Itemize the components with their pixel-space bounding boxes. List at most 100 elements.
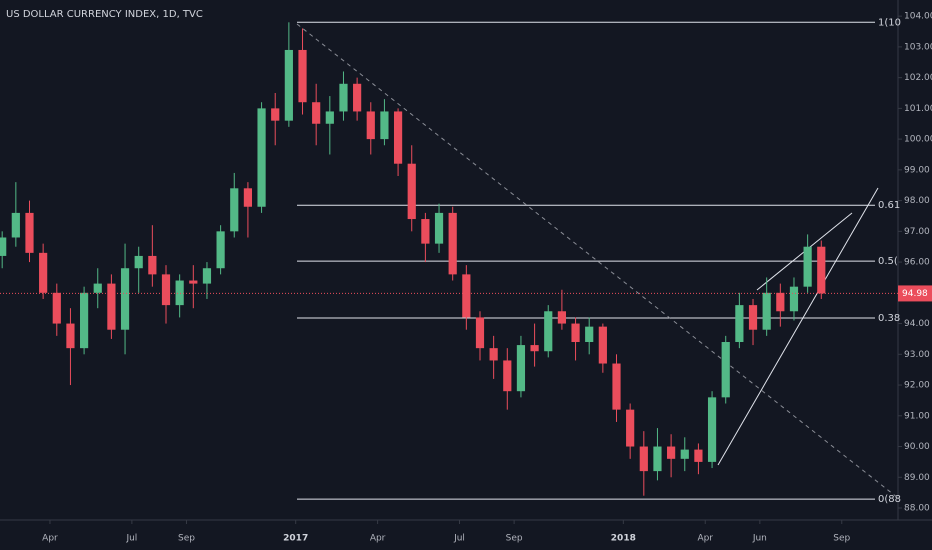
candle-body: [503, 360, 512, 392]
y-tick-label: 98.00: [904, 196, 930, 206]
candles: [0, 22, 826, 496]
candle-body: [366, 111, 375, 140]
y-tick-label: 101.00: [904, 104, 932, 114]
x-tick-label: Sep: [178, 534, 195, 544]
y-tick-label: 97.00: [904, 227, 930, 237]
fib-label: 1(10: [878, 17, 901, 28]
candle-body: [762, 292, 771, 330]
last-price-label: 94.98: [902, 289, 928, 299]
candle-body: [803, 246, 812, 287]
y-tick-label: 89.00: [904, 473, 930, 483]
candle-body: [557, 311, 566, 324]
candle-body: [380, 111, 389, 140]
candle-body: [175, 280, 184, 306]
x-tick-label: 2017: [283, 534, 308, 544]
candle-body: [52, 292, 61, 324]
y-tick-label: 96.00: [904, 258, 930, 268]
candle-body: [462, 274, 471, 318]
candle-body: [216, 231, 225, 269]
candle-body: [271, 108, 280, 121]
x-tick-label: Sep: [833, 534, 850, 544]
candle-body: [298, 49, 307, 103]
y-tick-label: 94.00: [904, 319, 930, 329]
fib-label: 0.38: [878, 313, 900, 324]
candle-body: [161, 274, 171, 306]
y-tick-label: 91.00: [904, 411, 930, 421]
x-tick-label: Jul: [125, 534, 137, 544]
candle-body: [93, 283, 102, 293]
y-tick-label: 102.00: [904, 73, 932, 83]
candle-body: [421, 219, 430, 244]
wedge-line: [717, 187, 879, 466]
candle-body: [448, 212, 457, 275]
candle-body: [707, 397, 717, 462]
y-tick-label: 99.00: [904, 165, 930, 175]
y-tick-label: 90.00: [904, 442, 930, 452]
candle-body: [434, 212, 444, 244]
candle-body: [612, 363, 621, 410]
x-tick-label: Jul: [453, 534, 465, 544]
candle-body: [230, 188, 239, 232]
candle-body: [598, 326, 607, 364]
candle-body: [489, 348, 498, 361]
candle-body: [667, 446, 676, 459]
x-tick-label: Apr: [697, 534, 713, 544]
candle-body: [585, 326, 594, 343]
candle-body: [789, 286, 799, 312]
candle-body: [776, 292, 785, 312]
y-tick-label: 104.00: [904, 12, 932, 22]
candle-body: [653, 446, 662, 472]
candle-body: [680, 449, 689, 459]
fib-label: 0.5(: [878, 256, 898, 267]
candle-body: [339, 83, 348, 112]
candle-body: [257, 108, 266, 207]
candle-body: [721, 342, 730, 398]
candle-body: [544, 311, 553, 352]
y-tick-label: 93.00: [904, 350, 930, 360]
candle-body: [66, 323, 75, 349]
candle-body: [120, 268, 130, 330]
candle-body: [189, 280, 198, 284]
fib-label: 0(88: [878, 494, 901, 505]
candle-body: [107, 283, 116, 330]
candle-body: [39, 252, 48, 293]
y-tick-label: 88.00: [904, 504, 930, 514]
candle-body: [530, 345, 539, 352]
candle-body: [325, 111, 334, 124]
candle-body: [202, 268, 212, 284]
candle-body: [407, 163, 416, 220]
x-tick-label: Apr: [370, 534, 386, 544]
candle-body: [626, 409, 635, 447]
candle-body: [516, 345, 526, 392]
candle-body: [748, 305, 758, 330]
fib-group: 1(10 0.61 0.5( 0.38 0(88: [297, 17, 901, 505]
candle-body: [0, 237, 7, 256]
candle-body: [11, 212, 20, 238]
candle-body: [735, 305, 744, 343]
last-price-box: [898, 285, 932, 302]
candle-body: [694, 449, 703, 462]
candle-body: [393, 111, 403, 164]
candle-body: [639, 446, 648, 472]
y-tick-label: 103.00: [904, 42, 932, 52]
candle-body: [25, 212, 34, 253]
candle-body: [817, 246, 826, 294]
candle-body: [571, 323, 580, 343]
candle-body: [353, 83, 362, 112]
x-tick-label: Apr: [42, 534, 58, 544]
candle-body: [134, 255, 143, 269]
candle-body: [475, 317, 485, 349]
candle-body: [312, 102, 321, 124]
x-tick-label: 2018: [611, 534, 636, 544]
y-tick-label: 92.00: [904, 381, 930, 391]
candle-body: [243, 188, 253, 207]
candle-body: [148, 255, 157, 275]
y-tick-label: 100.00: [904, 135, 932, 145]
x-tick-label: Sep: [506, 534, 523, 544]
candle-body: [79, 292, 89, 349]
candle-body: [284, 49, 293, 121]
chart-title: US DOLLAR CURRENCY INDEX, 1D, TVC: [6, 9, 203, 20]
fib-label: 0.61: [878, 200, 900, 211]
x-tick-label: Jun: [752, 534, 767, 544]
